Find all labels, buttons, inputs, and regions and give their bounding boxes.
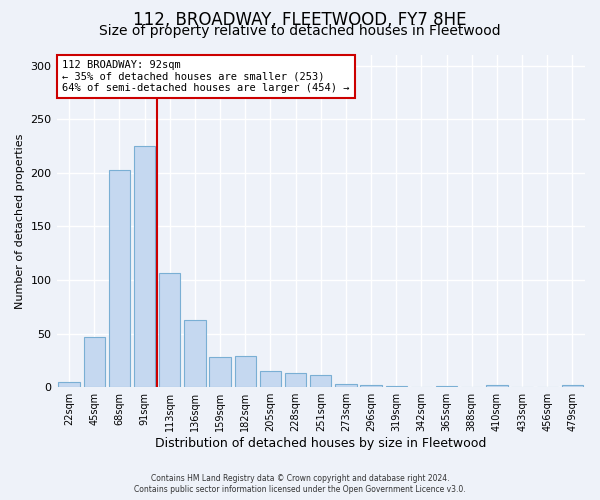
Bar [235,356,256,387]
Text: 112 BROADWAY: 92sqm
← 35% of detached houses are smaller (253)
64% of semi-detac: 112 BROADWAY: 92sqm ← 35% of detached ho… [62,60,349,93]
Bar [159,272,181,387]
Bar [184,320,206,387]
Bar [310,376,331,387]
Bar [436,386,457,387]
Bar [58,382,80,387]
Y-axis label: Number of detached properties: Number of detached properties [15,134,25,309]
Bar [209,357,231,387]
Text: 112, BROADWAY, FLEETWOOD, FY7 8HE: 112, BROADWAY, FLEETWOOD, FY7 8HE [133,11,467,29]
Bar [335,384,356,387]
Bar [285,374,307,387]
Bar [260,371,281,387]
X-axis label: Distribution of detached houses by size in Fleetwood: Distribution of detached houses by size … [155,437,487,450]
Text: Size of property relative to detached houses in Fleetwood: Size of property relative to detached ho… [99,24,501,38]
Bar [486,385,508,387]
Bar [562,385,583,387]
Bar [83,337,105,387]
Bar [109,170,130,387]
Bar [134,146,155,387]
Text: Contains HM Land Registry data © Crown copyright and database right 2024.
Contai: Contains HM Land Registry data © Crown c… [134,474,466,494]
Bar [361,385,382,387]
Bar [386,386,407,387]
